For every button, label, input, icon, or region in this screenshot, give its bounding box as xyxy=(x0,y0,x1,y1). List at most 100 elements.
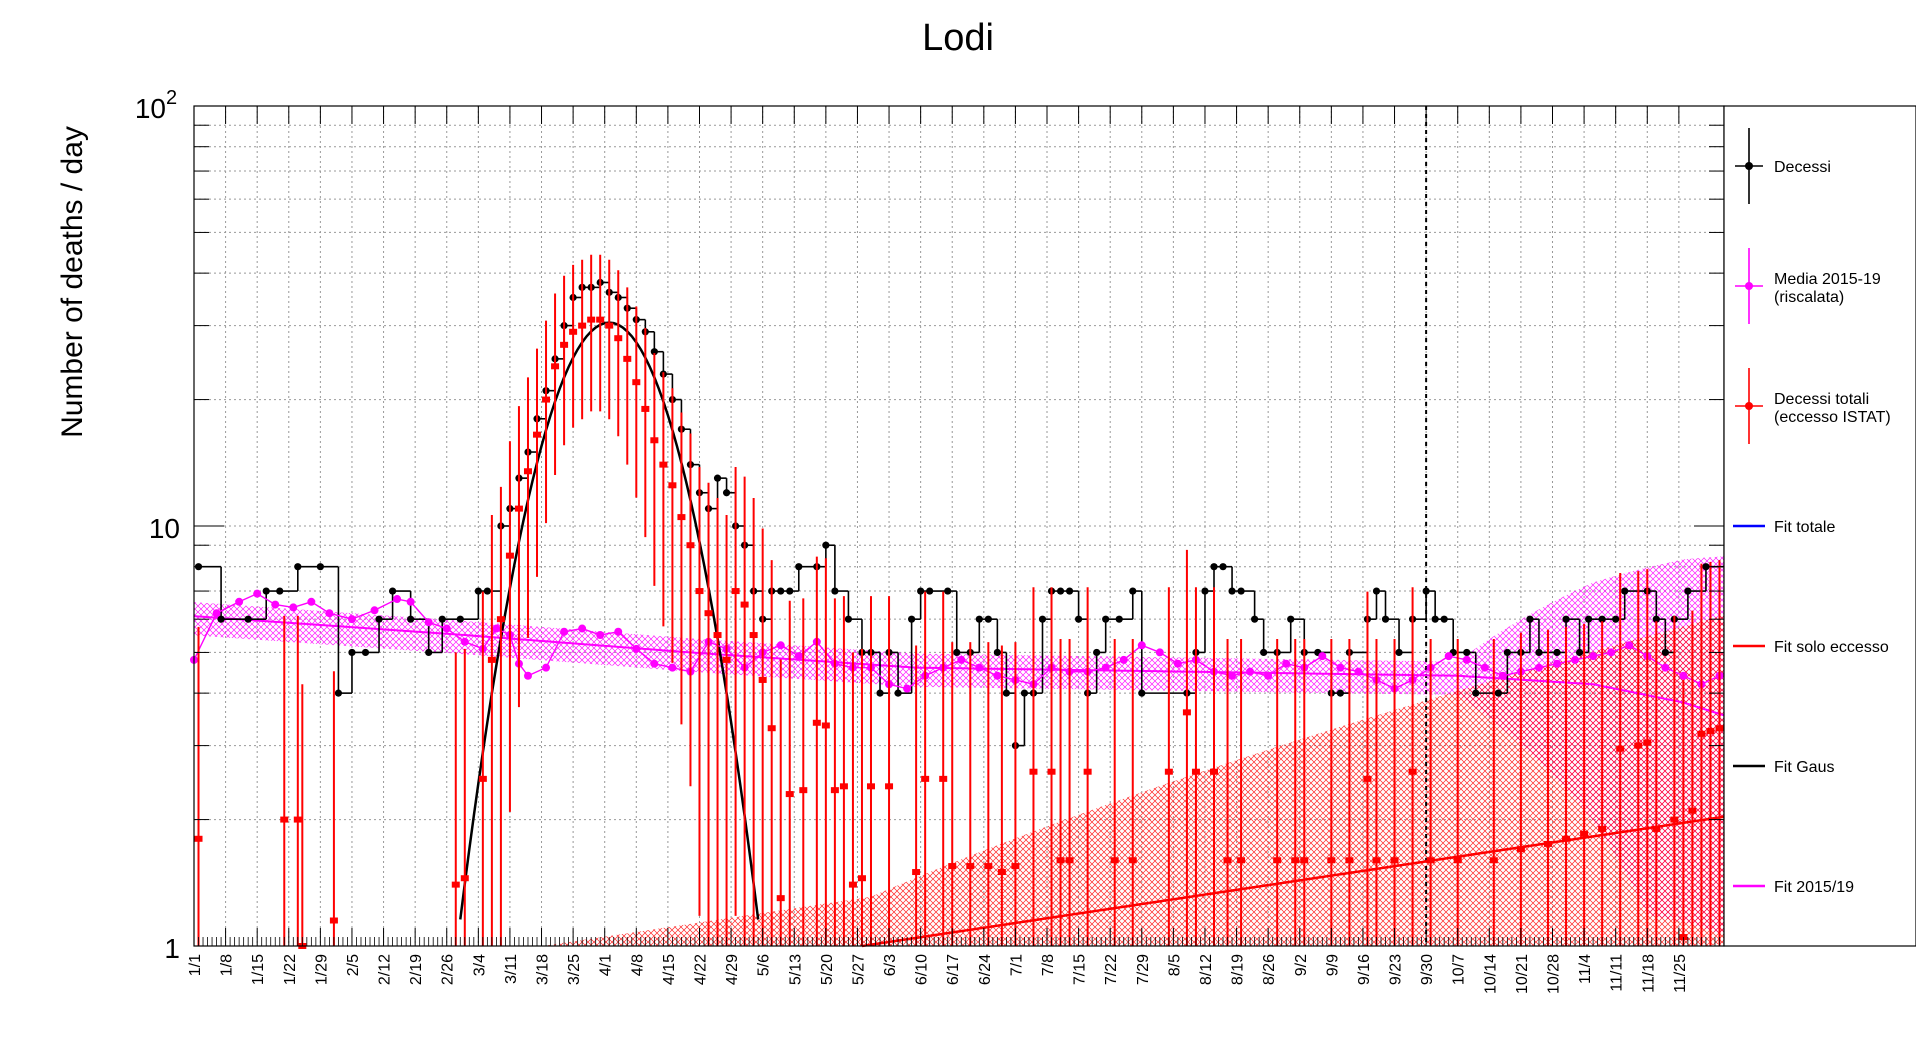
x-tick-label: 6/10 xyxy=(914,954,931,985)
excess-point xyxy=(1715,725,1724,732)
legend-label: Fit solo eccesso xyxy=(1774,639,1889,656)
excess-point xyxy=(1065,857,1074,864)
excess-point xyxy=(1128,857,1137,864)
fit-excess-band xyxy=(194,604,1765,946)
media-point xyxy=(975,663,984,672)
x-tick-label: 8/5 xyxy=(1166,954,1183,976)
x-tick-label: 7/1 xyxy=(1008,954,1025,976)
fit-2015-19-band xyxy=(194,554,1765,946)
excess-point xyxy=(1706,728,1715,735)
excess-point xyxy=(821,722,830,729)
x-tick-label: 6/3 xyxy=(882,954,899,976)
media-point xyxy=(650,659,659,668)
x-tick-label: 3/11 xyxy=(503,954,520,984)
x-tick-label: 4/15 xyxy=(661,954,678,985)
excess-point xyxy=(505,552,514,559)
media-point xyxy=(578,624,587,633)
media-point xyxy=(1354,667,1363,676)
excess-point xyxy=(1182,709,1191,716)
media-point xyxy=(424,618,433,627)
x-tick-label: 10/28 xyxy=(1545,954,1562,994)
media-point xyxy=(596,631,605,640)
excess-point xyxy=(596,316,605,323)
media-point xyxy=(560,627,569,636)
excess-point xyxy=(799,787,808,794)
media-point xyxy=(957,655,966,664)
excess-point xyxy=(1237,857,1246,864)
legend-label: Fit Gaus xyxy=(1774,759,1834,776)
excess-point xyxy=(1688,807,1697,814)
media-point xyxy=(212,609,221,618)
excess-point xyxy=(758,676,767,683)
excess-point xyxy=(1223,857,1232,864)
media-point xyxy=(1480,663,1489,672)
legend-item-decessi: Decessi xyxy=(1735,128,1831,204)
x-tick-label: 2/26 xyxy=(440,954,457,985)
legend-item-fit-2015-19: Fit 2015/19 xyxy=(1733,879,1854,896)
legend-marker xyxy=(1745,162,1753,170)
y-tick-label-1: 1 xyxy=(164,933,180,964)
media-point xyxy=(1155,648,1164,657)
media-point xyxy=(993,671,1002,680)
media-point xyxy=(460,637,469,646)
excess-point xyxy=(948,863,957,870)
excess-point xyxy=(478,775,487,782)
excess-point xyxy=(496,616,505,623)
media-point xyxy=(1589,652,1598,661)
excess-point xyxy=(194,835,203,842)
excess-point xyxy=(1543,840,1552,847)
legend-item-media-2015-19: Media 2015-19(riscalata) xyxy=(1735,248,1881,324)
x-tick-label: 4/22 xyxy=(692,954,709,985)
excess-point xyxy=(1164,768,1173,775)
media-point xyxy=(393,595,402,604)
excess-point xyxy=(614,335,623,342)
media-point xyxy=(253,589,262,598)
excess-point xyxy=(560,341,569,348)
media-point xyxy=(347,615,356,624)
x-tick-label: 11/11 xyxy=(1609,954,1626,992)
x-tick-label: 10/21 xyxy=(1514,954,1531,994)
legend-label-2: (eccesso ISTAT) xyxy=(1774,409,1891,426)
x-tick-label: 10/14 xyxy=(1482,954,1499,994)
excess-point xyxy=(812,719,821,726)
media-point xyxy=(235,597,244,606)
excess-point xyxy=(1643,739,1652,746)
excess-point xyxy=(1300,857,1309,864)
y-tick-label-100: 10 xyxy=(135,93,166,124)
excess-point xyxy=(1616,745,1625,752)
legend-item-fit-solo-eccesso: Fit solo eccesso xyxy=(1733,639,1889,656)
x-tick-label: 7/22 xyxy=(1103,954,1120,985)
media-point xyxy=(668,663,677,672)
media-point xyxy=(1661,663,1670,672)
excess-point xyxy=(1634,742,1643,749)
excess-point xyxy=(677,514,686,521)
x-tick-label: 5/6 xyxy=(756,954,773,976)
x-tick-label: 9/30 xyxy=(1419,954,1436,985)
excess-point xyxy=(1083,768,1092,775)
media-point xyxy=(1173,659,1182,668)
x-tick-label: 8/12 xyxy=(1198,954,1215,985)
excess-point xyxy=(839,783,848,790)
excess-point xyxy=(704,610,713,617)
media-point xyxy=(1282,659,1291,668)
excess-point xyxy=(1363,775,1372,782)
x-tick-label: 1/1 xyxy=(187,954,204,976)
excess-point xyxy=(1697,730,1706,737)
x-tick-label: 7/29 xyxy=(1135,954,1152,985)
media-point xyxy=(492,624,501,633)
excess-point xyxy=(329,917,338,924)
excess-point xyxy=(1291,857,1300,864)
excess-point xyxy=(280,816,289,823)
excess-point xyxy=(523,468,532,475)
excess-point xyxy=(830,787,839,794)
media-point xyxy=(406,597,415,606)
excess-point xyxy=(921,775,930,782)
excess-point xyxy=(641,405,650,412)
excess-point xyxy=(740,601,749,608)
media-point xyxy=(1246,667,1255,676)
x-tick-label: 8/19 xyxy=(1230,954,1247,985)
excess-point xyxy=(767,725,776,732)
media-point xyxy=(1101,663,1110,672)
excess-point xyxy=(551,363,560,370)
